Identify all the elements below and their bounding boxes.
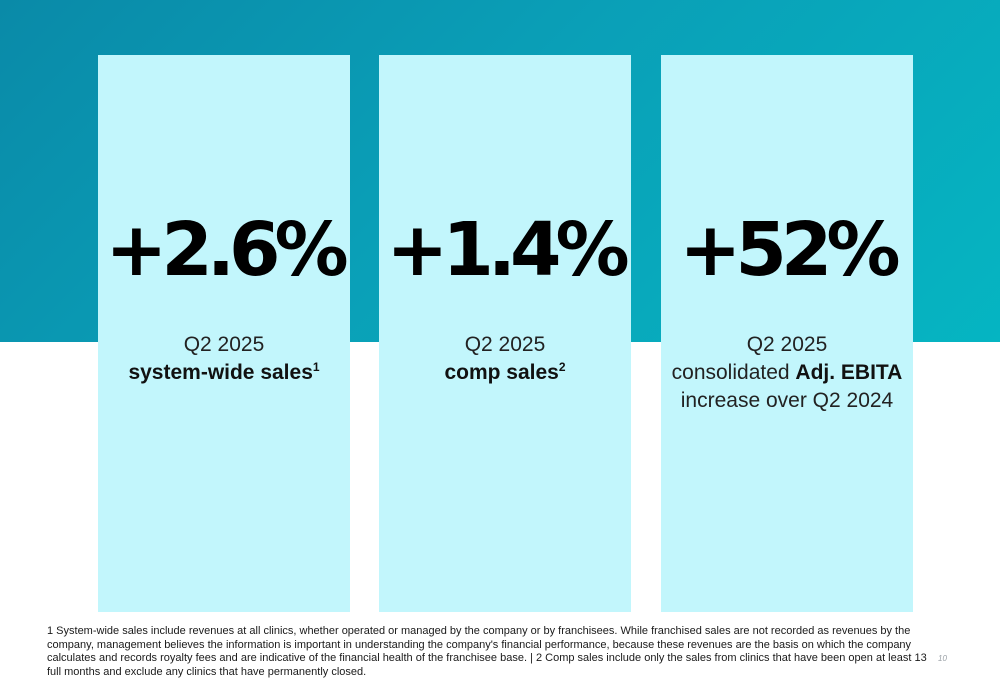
- metric-period: Q2 2025: [746, 333, 828, 356]
- metric-label-bold: Adj. EBITA: [795, 361, 903, 384]
- metric-card-system-wide-sales: +2.6% Q2 2025 system-wide sales1: [98, 55, 350, 612]
- metric-caption: Q2 2025 consolidated Adj. EBITA increase…: [661, 331, 913, 415]
- metric-label-bold: system-wide sales: [128, 361, 313, 384]
- metric-label: comp sales2: [379, 359, 631, 387]
- metric-period: Q2 2025: [183, 333, 265, 356]
- metric-period: Q2 2025: [464, 333, 546, 356]
- footnotes: 1 System-wide sales include revenues at …: [47, 625, 927, 678]
- metric-label-suffix: increase over Q2 2024: [680, 389, 894, 412]
- footnote-ref: 1: [312, 360, 320, 374]
- metric-label: consolidated Adj. EBITA: [661, 359, 913, 387]
- metric-label-bold: comp sales: [444, 361, 559, 384]
- metric-value: +2.6%: [105, 207, 348, 293]
- metric-value: +52%: [679, 207, 900, 293]
- metric-value: +1.4%: [386, 207, 629, 293]
- footnote-ref: 2: [558, 360, 566, 374]
- metric-label: system-wide sales1: [98, 359, 350, 387]
- metric-card-comp-sales: +1.4% Q2 2025 comp sales2: [379, 55, 631, 612]
- metric-caption: Q2 2025 system-wide sales1: [98, 331, 350, 387]
- page-number: 10: [938, 654, 947, 663]
- metric-card-adj-ebita: +52% Q2 2025 consolidated Adj. EBITA inc…: [661, 55, 913, 612]
- metric-caption: Q2 2025 comp sales2: [379, 331, 631, 387]
- metric-label-prefix: consolidated: [671, 361, 796, 384]
